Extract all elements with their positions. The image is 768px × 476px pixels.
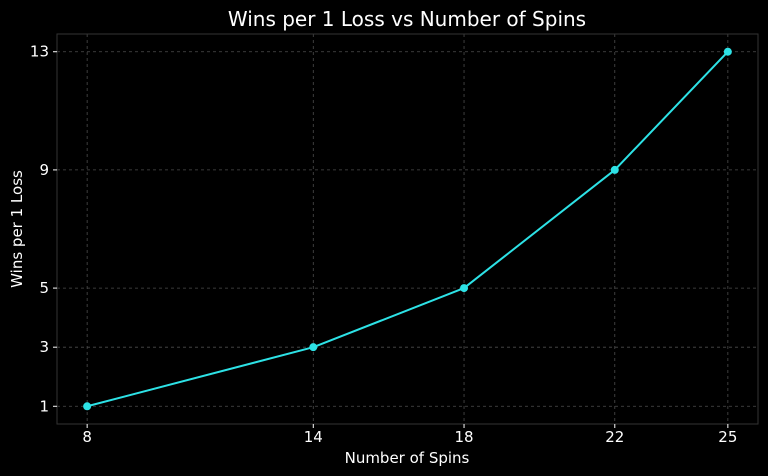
series-line: [86, 51, 729, 408]
y-tick-label: 9: [39, 161, 49, 179]
data-point: [610, 165, 619, 174]
y-tick-label: 3: [39, 338, 49, 356]
y-tick-label: 5: [39, 279, 49, 297]
series-layer: [83, 47, 732, 411]
x-tick-label: 22: [605, 428, 624, 446]
data-point: [723, 47, 732, 56]
x-tick-label: 14: [304, 428, 323, 446]
plot-frame: [56, 33, 759, 425]
chart-title: Wins per 1 Loss vs Number of Spins: [228, 7, 586, 31]
x-axis-label: Number of Spins: [345, 449, 470, 467]
y-axis-label: Wins per 1 Loss: [8, 170, 26, 288]
y-tick-label: 13: [30, 43, 49, 61]
data-point: [309, 343, 318, 352]
y-tick-label: 1: [39, 397, 49, 415]
grid-lines: [57, 34, 758, 424]
data-point: [83, 402, 92, 411]
x-tick-label: 8: [82, 428, 92, 446]
x-tick-label: 25: [718, 428, 737, 446]
x-tick-label: 18: [454, 428, 473, 446]
data-point: [460, 284, 469, 293]
